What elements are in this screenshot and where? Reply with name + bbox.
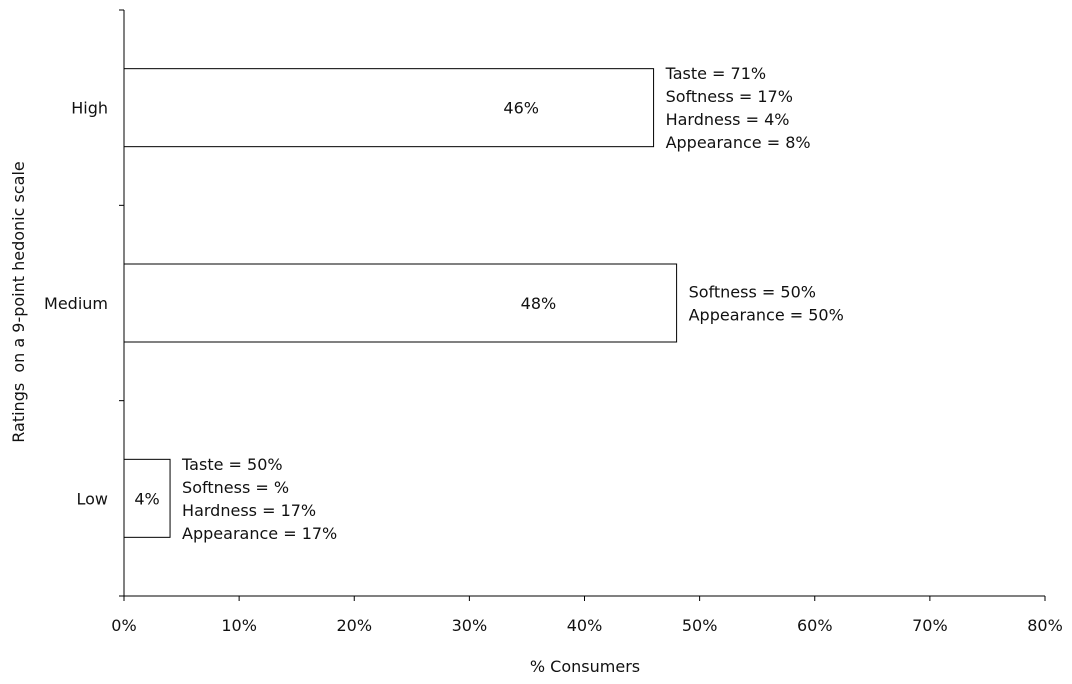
annotation-label: Hardness = 17% (182, 501, 316, 520)
bar-value-label: 48% (521, 294, 557, 313)
x-tick-label: 50% (682, 616, 718, 635)
annotation-label: Appearance = 17% (182, 524, 337, 543)
bar-value-label: 4% (134, 489, 159, 508)
annotation-label: Hardness = 4% (666, 110, 790, 129)
bar-low (123, 458, 171, 538)
annotation-label: Appearance = 8% (666, 133, 811, 152)
x-axis-title: % Consumers (530, 657, 640, 676)
category-label: High (71, 99, 108, 118)
x-tick-label: 40% (567, 616, 603, 635)
x-tick-label: 70% (912, 616, 948, 635)
annotation-label: Softness = 17% (666, 87, 793, 106)
bars-layer (123, 68, 678, 538)
bar-high (123, 68, 655, 148)
annotation-label: Softness = 50% (689, 283, 816, 302)
y-axis-title: Ratings on a 9-point hedonic scale (9, 161, 28, 442)
annotation-label: Taste = 71% (665, 64, 767, 83)
bar-value-label: 46% (503, 99, 539, 118)
x-tick-label: 0% (111, 616, 136, 635)
annotation-label: Softness = % (182, 478, 289, 497)
axes-layer (119, 9, 1046, 601)
labels-layer: 0% 10% 20% 30% 40% 50% 60% 70% 80% High 46% Taste =… (44, 64, 1063, 635)
bar-medium (123, 263, 678, 343)
x-tick-label: 10% (221, 616, 257, 635)
category-label: Medium (44, 294, 108, 313)
x-tick-label: 60% (797, 616, 833, 635)
x-tick-label: 30% (452, 616, 488, 635)
annotation-label: Appearance = 50% (689, 306, 844, 325)
x-tick-label: 20% (336, 616, 372, 635)
category-label: Low (76, 489, 108, 508)
annotation-label: Taste = 50% (181, 455, 283, 474)
x-tick-label: 80% (1027, 616, 1063, 635)
